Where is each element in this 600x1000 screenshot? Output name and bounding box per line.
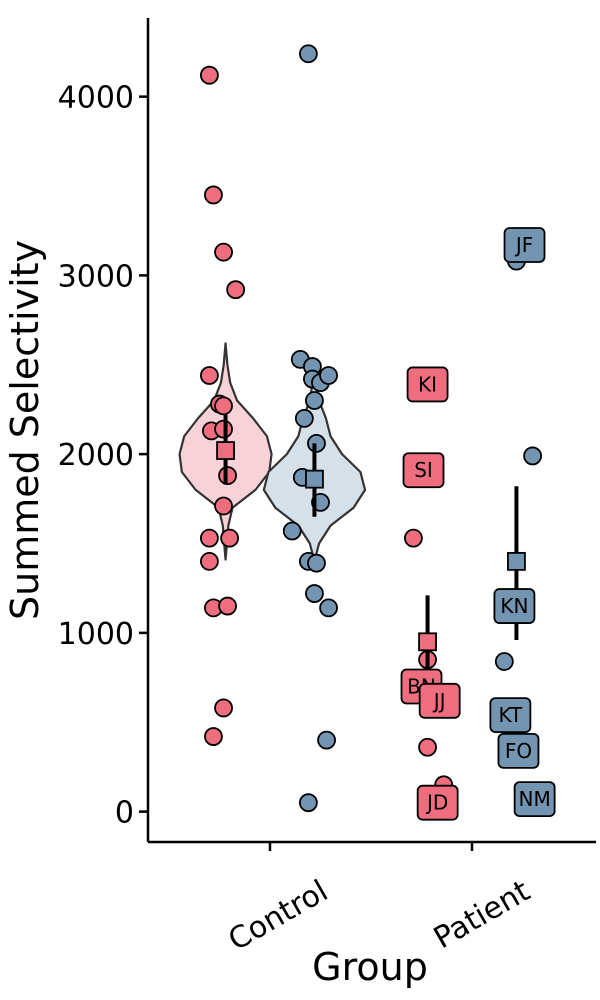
point-label-box [503, 227, 546, 263]
data-point [214, 242, 233, 262]
point-label-box [416, 784, 459, 821]
point-label-box [406, 366, 449, 403]
point-label-box [418, 682, 461, 719]
point-label-box [513, 781, 556, 818]
point-label-box [497, 732, 540, 769]
point-label-box [489, 697, 532, 733]
data-point [404, 528, 423, 548]
y-tick-label: 4000 [58, 81, 134, 116]
point-label-box [493, 588, 536, 624]
data-point [317, 730, 336, 750]
data-point [282, 521, 302, 541]
data-point [298, 793, 318, 813]
data-point [214, 419, 233, 439]
x-axis-title: Group [312, 945, 428, 989]
point-label: KI [418, 372, 437, 396]
data-point [204, 185, 223, 205]
y-tick-label: 1000 [58, 617, 134, 652]
mean-marker [216, 441, 235, 460]
data-point [523, 446, 542, 466]
point-label-box [402, 452, 445, 489]
point-label: JF [514, 233, 533, 257]
data-point [307, 434, 326, 453]
y-tick-label: 2000 [58, 438, 134, 473]
y-tick-label: 0 [115, 796, 134, 831]
data-point [305, 584, 324, 603]
data-point [218, 466, 237, 485]
data-point [305, 391, 324, 410]
data-point [199, 528, 219, 548]
data-point [199, 65, 219, 85]
data-point [298, 44, 318, 64]
data-point [494, 652, 514, 671]
data-point [204, 727, 223, 746]
y-tick-label: 3000 [58, 259, 134, 294]
point-label: KT [498, 703, 523, 727]
mean-marker [418, 632, 437, 652]
data-point [214, 396, 233, 416]
data-point [218, 596, 237, 616]
x-tick-label: Patient [428, 874, 536, 957]
x-ticks: Control Patient [223, 842, 536, 958]
point-label: JJ [432, 689, 446, 713]
point-label: FO [505, 739, 532, 763]
mean-marker [305, 469, 324, 489]
data-point [214, 496, 233, 516]
data-point [319, 598, 338, 618]
data-point [226, 280, 246, 300]
data-point [220, 528, 240, 548]
y-axis-title: Summed Selectivity [3, 240, 47, 620]
label-layer: KISIBNJJJDJFKNKTFONM [400, 227, 556, 821]
point-label: KN [500, 594, 528, 618]
mean-marker [507, 551, 526, 571]
data-point [319, 366, 338, 385]
data-point [294, 408, 314, 428]
data-point [199, 366, 219, 385]
data-point [418, 737, 437, 757]
point-label: NM [519, 787, 551, 811]
y-ticks: 0 1000 2000 3000 4000 [58, 81, 148, 831]
data-point [214, 698, 233, 718]
data-point [199, 551, 219, 571]
point-label: SI [414, 458, 433, 482]
point-label: JD [425, 791, 448, 815]
data-point [307, 553, 326, 573]
